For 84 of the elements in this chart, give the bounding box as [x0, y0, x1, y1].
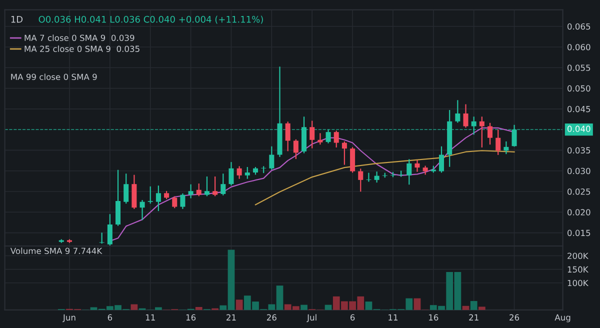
- x-tick-label: 16: [429, 314, 438, 321]
- ref-line-label: 0.040: [568, 126, 590, 132]
- x-tick-label: 21: [226, 314, 236, 320]
- candlestick: [196, 184, 202, 196]
- candlestick: [99, 232, 104, 244]
- candlestick: [496, 129, 501, 155]
- candlestick: [390, 172, 396, 178]
- x-tick-label: 16: [186, 314, 196, 321]
- candlestick: [310, 120, 315, 148]
- candlestick: [220, 174, 226, 196]
- candlestick: [358, 168, 364, 192]
- candlestick: [107, 214, 112, 246]
- bar: [236, 300, 243, 310]
- y-tick-label: 0.025: [568, 188, 590, 195]
- bar: [300, 304, 308, 310]
- candlestick: [156, 186, 161, 212]
- candlestick: [334, 130, 339, 148]
- y-tick-label: 0.060: [568, 44, 590, 50]
- candlestick: [374, 172, 380, 183]
- x-tick-label: Aug: [554, 314, 570, 322]
- candlestick: [350, 147, 356, 173]
- candlestick: [479, 116, 484, 148]
- candlestick: [124, 174, 129, 204]
- y-tick-label: 0.065: [568, 23, 590, 30]
- candlestick: [382, 172, 388, 178]
- candlestick: [261, 166, 266, 174]
- candlestick: [504, 141, 509, 154]
- candlestick: [132, 174, 137, 209]
- candlestick: [342, 141, 347, 165]
- candlestick: [406, 159, 412, 185]
- text: 1D: [11, 16, 23, 23]
- x-tick-label: 6: [108, 314, 112, 321]
- annotation: Volume SMA 9 7.744K: [10, 248, 102, 254]
- y-tick-label: 0.030: [568, 168, 590, 174]
- candlestick: [228, 162, 234, 186]
- y-tick-label: 0.015: [568, 230, 590, 236]
- candlestick: [488, 122, 493, 145]
- y-tick-label: 0.045: [568, 106, 590, 112]
- candlestick: [293, 139, 298, 160]
- x-tick-label: 6: [350, 314, 355, 321]
- x-tick-label: Jul: [306, 314, 316, 322]
- legend-label: MA 7 close 0 SMA 9 0.039: [24, 34, 134, 42]
- candlestick: [236, 166, 242, 179]
- x-tick-label: 11: [388, 314, 398, 320]
- candlestick: [269, 146, 274, 170]
- annotation: MA 99 close 0 SMA 9: [11, 74, 97, 80]
- y-tick-label: 0.050: [568, 85, 590, 92]
- candlestick: [188, 184, 194, 198]
- bar: [324, 304, 332, 310]
- y-tick-label: 100K: [568, 280, 589, 286]
- bar: [130, 304, 138, 310]
- legend-label: MA 25 close 0 SMA 9 0.035: [24, 46, 140, 52]
- candlestick: [212, 176, 218, 196]
- bar: [195, 306, 202, 310]
- x-tick-label: 11: [146, 314, 155, 320]
- bar: [478, 306, 486, 310]
- candlestick: [116, 170, 121, 226]
- y-tick-label: 0.020: [568, 209, 590, 216]
- y-tick-label: 0.035: [568, 147, 590, 154]
- candlestick: [140, 200, 145, 220]
- candlestick: [398, 170, 404, 177]
- x-tick-label: 26: [510, 314, 520, 321]
- candlestick: [204, 176, 210, 196]
- candlestick: [463, 104, 468, 128]
- candlestick: [414, 160, 420, 172]
- candlestick: [172, 196, 178, 208]
- candlestick: [180, 193, 186, 209]
- x-tick-label: Jun: [62, 314, 76, 322]
- x-tick-label: 21: [469, 314, 478, 320]
- candlestick: [366, 172, 372, 182]
- y-tick-label: 0.055: [568, 64, 590, 71]
- candlestick: [148, 186, 153, 204]
- candlestick: [438, 146, 444, 173]
- candlestick: [244, 167, 250, 179]
- text: O0.036 H0.041 L0.036 C0.040 +0.004 (+11.11%): [38, 16, 263, 24]
- x-tick-label: 26: [266, 314, 276, 321]
- candlestick: [285, 122, 290, 152]
- candlestick: [318, 133, 323, 145]
- bar: [470, 301, 478, 310]
- y-tick-label: 150K: [568, 266, 589, 273]
- y-tick-label: 200K: [568, 252, 589, 260]
- candlestick: [455, 100, 460, 123]
- bar: [462, 306, 470, 310]
- line-series: [254, 150, 515, 206]
